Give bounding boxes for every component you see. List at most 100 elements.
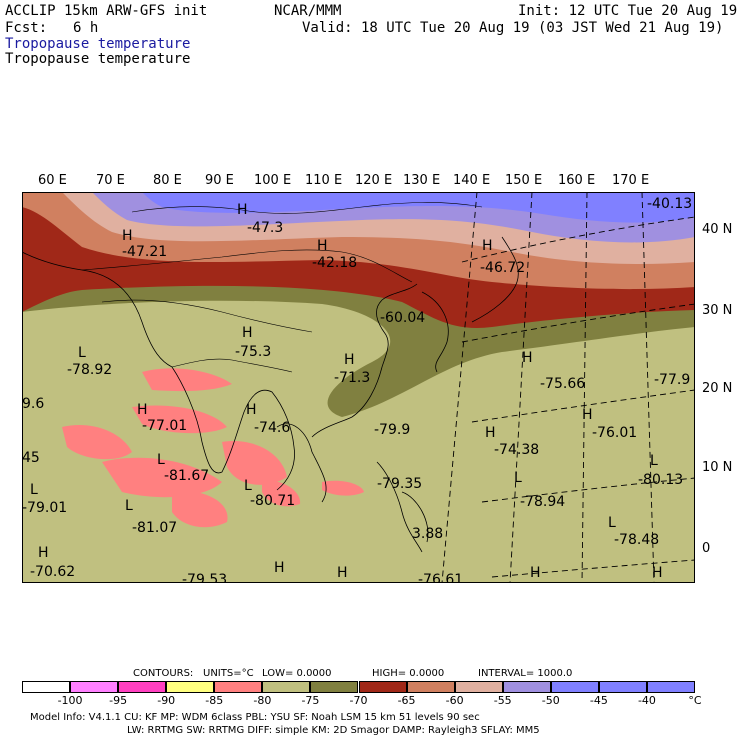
- extremum-value: 45: [22, 450, 40, 466]
- legend-tick-label: -45: [589, 694, 608, 707]
- extremum-mark: H: [242, 325, 253, 341]
- longitude-graticule: [441, 192, 695, 583]
- extremum-value: -81.07: [132, 520, 177, 536]
- legend-tick-label: -90: [157, 694, 176, 707]
- lon-label-130: 130 E: [403, 173, 441, 188]
- extremum-value: 3.88: [412, 526, 443, 542]
- lat-label-20: 20 N: [702, 381, 733, 396]
- legend-tick-label: -60: [445, 694, 464, 707]
- extremum-value: -76.61: [418, 572, 463, 583]
- lon-label-120: 120 E: [355, 173, 393, 188]
- lon-label-110: 110 E: [305, 173, 343, 188]
- legend-swatch: [502, 681, 551, 693]
- fcst-label: Fcst:: [5, 20, 48, 36]
- center-label: NCAR/MMM: [274, 3, 342, 19]
- legend-tick-label: -55: [493, 694, 512, 707]
- extremum-mark: L: [650, 453, 658, 469]
- extremum-value: -77.01: [142, 418, 187, 434]
- legend-swatch: [310, 681, 359, 693]
- legend-swatch: [454, 681, 503, 693]
- extremum-mark: L: [30, 482, 38, 498]
- extremum-value: -81.67: [164, 468, 209, 484]
- legend-tick-label: -50: [541, 694, 560, 707]
- lat-label-40: 40 N: [702, 222, 733, 237]
- legend-swatch: [262, 681, 311, 693]
- extremum-mark: H: [122, 228, 133, 244]
- extremum-mark: H: [652, 565, 663, 581]
- extremum-value: -77.9: [654, 372, 690, 388]
- extremum-value: -40.13: [647, 196, 692, 212]
- legend-tick-label: -40: [637, 694, 656, 707]
- legend-tick-label: -65: [397, 694, 416, 707]
- extremum-value: -79.9: [374, 422, 410, 438]
- extremum-value: -75.66: [540, 376, 585, 392]
- extremum-mark: H: [582, 407, 593, 423]
- legend-swatch: [646, 681, 695, 693]
- init-time: Init: 12 UTC Tue 20 Aug 19: [518, 3, 738, 19]
- extremum-mark: H: [317, 238, 328, 254]
- band-minus45: [142, 192, 695, 223]
- extremum-mark: H: [344, 352, 355, 368]
- extremum-value: -75.3: [235, 344, 271, 360]
- legend-unit: °C: [688, 694, 702, 707]
- extremum-mark: H: [482, 238, 493, 254]
- extremum-mark: L: [125, 498, 133, 514]
- extremum-value: -60.04: [380, 310, 425, 326]
- contours-high: HIGH= 0.0000: [372, 668, 445, 679]
- extremum-mark: H: [485, 425, 496, 441]
- extremum-value: -74.6: [254, 420, 290, 436]
- lon-label-60: 60 E: [38, 173, 67, 188]
- extremum-mark: H: [38, 545, 49, 561]
- field-title-1: Tropopause temperature: [5, 36, 191, 52]
- lon-label-100: 100 E: [254, 173, 292, 188]
- contours-interval: INTERVAL= 1000.0: [478, 668, 573, 679]
- legend-tick-label: -75: [301, 694, 320, 707]
- legend-swatch: [22, 681, 71, 693]
- lat-label-0: 0: [702, 541, 711, 556]
- extremum-value: -78.94: [520, 494, 565, 510]
- extremum-mark: L: [244, 478, 252, 494]
- extremum-value: -78.92: [67, 362, 112, 378]
- extremum-value: -46.72: [480, 260, 525, 276]
- legend-tick-label: -85: [205, 694, 224, 707]
- extremum-mark: L: [514, 470, 522, 486]
- extremum-mark: L: [157, 452, 165, 468]
- fcst-value: 6 h: [73, 20, 99, 36]
- country-borders: [81, 202, 483, 373]
- field-title-2: Tropopause temperature: [5, 51, 191, 67]
- model-info-line-2: LW: RRTMG SW: RRTMG DIFF: simple KM: 2D …: [127, 725, 540, 736]
- extremum-value: -80.13: [638, 472, 683, 488]
- lon-label-150: 150 E: [505, 173, 543, 188]
- lon-label-70: 70 E: [96, 173, 125, 188]
- extremum-value: -79.35: [377, 476, 422, 492]
- latitude-graticule: [461, 216, 695, 578]
- legend-swatch: [406, 681, 455, 693]
- legend-swatch: [118, 681, 167, 693]
- contours-units: UNITS=°C: [203, 668, 254, 679]
- legend-tick-label: -80: [253, 694, 272, 707]
- extremum-value: -47.3: [247, 220, 283, 236]
- legend-swatch: [166, 681, 215, 693]
- extrema-labels: H -47.3 H -47.21 H -42.18 H -46.72 -40.1…: [22, 196, 692, 583]
- lat-label-30: 30 N: [702, 303, 733, 318]
- extremum-mark: H: [530, 565, 541, 581]
- contours-label: CONTOURS:: [133, 668, 194, 679]
- legend-tick-label: -70: [349, 694, 368, 707]
- lon-label-170: 170 E: [612, 173, 650, 188]
- lon-label-80: 80 E: [153, 173, 182, 188]
- extremum-mark: H: [137, 402, 148, 418]
- extremum-mark: H: [246, 402, 257, 418]
- extremum-mark: H: [337, 565, 348, 581]
- legend-swatch: [214, 681, 263, 693]
- model-title: ACCLIP 15km ARW-GFS init: [5, 3, 208, 19]
- legend-swatch: [358, 681, 407, 693]
- lon-label-90: 90 E: [205, 173, 234, 188]
- color-legend: [22, 681, 695, 693]
- extremum-value: -76.01: [592, 425, 637, 441]
- extremum-value: -79.53: [182, 572, 227, 583]
- extremum-value: -79.01: [22, 500, 67, 516]
- lon-label-140: 140 E: [453, 173, 491, 188]
- extremum-value: -47.21: [122, 244, 167, 260]
- legend-swatch: [70, 681, 119, 693]
- extremum-value: -42.18: [312, 255, 357, 271]
